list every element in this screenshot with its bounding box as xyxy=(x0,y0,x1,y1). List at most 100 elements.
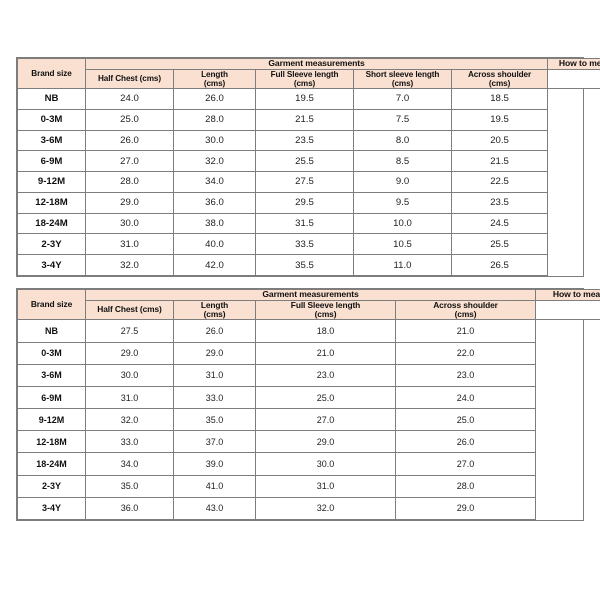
cell-short-sleeve: 10.5 xyxy=(353,233,452,256)
col-header-half-chest: Half Chest (cms) xyxy=(85,299,174,321)
cell-length: 43.0 xyxy=(173,496,256,521)
jacket-svg: Across shoulder Sleeve length xyxy=(536,301,600,320)
table-row: 3-6M 26.0 30.0 23.5 8.0 20.5 xyxy=(17,129,600,152)
cell-across-shoulder: 26.5 xyxy=(450,254,549,276)
col-header-length: Length (cms) xyxy=(173,68,256,90)
col-header-brand-size: Brand size xyxy=(17,58,86,89)
cell-across-shoulder: 27.0 xyxy=(394,452,537,476)
tshirt-diagram: Across shoulder sleeve length xyxy=(548,70,600,88)
table-row: 3-4Y 32.0 42.0 35.5 11.0 26.5 xyxy=(17,254,600,276)
cell-half-chest: 31.0 xyxy=(85,385,174,410)
cell-half-chest: 24.0 xyxy=(85,88,174,110)
cell-length: 42.0 xyxy=(173,254,256,276)
col-header-full-sleeve-label: Full Sleeve length xyxy=(270,69,339,79)
cell-length: 37.0 xyxy=(173,430,256,454)
cell-length: 40.0 xyxy=(173,233,256,256)
cell-brand-size: 6-9M xyxy=(17,385,86,410)
size-chart-jacket: Brand size Garment measurements How to m… xyxy=(16,288,600,521)
figure-panel-tshirt: Across shoulder sleeve length xyxy=(547,68,600,90)
cell-length: 32.0 xyxy=(173,150,256,173)
cell-half-chest: 29.0 xyxy=(85,341,174,365)
table-row: 6-9M 31.0 33.0 25.0 24.0 xyxy=(17,385,600,410)
col-header-how-to-measure: How to measure the garment xyxy=(535,289,600,301)
col-header-full-sleeve-length: Full Sleeve length (cms) xyxy=(255,299,396,321)
col-header-garment-measurements: Garment measurements xyxy=(84,289,537,301)
jacket-diagram: Across shoulder Sleeve length xyxy=(536,301,600,320)
cell-brand-size: 6-9M xyxy=(17,150,86,173)
cell-short-sleeve: 11.0 xyxy=(353,254,452,276)
cell-full-sleeve: 27.5 xyxy=(255,171,354,193)
cell-across-shoulder: 23.0 xyxy=(394,363,537,387)
table-row: 9-12M 32.0 35.0 27.0 25.0 xyxy=(17,408,600,432)
cell-length: 26.0 xyxy=(173,88,256,110)
tshirt-svg: Across shoulder sleeve length xyxy=(548,70,600,88)
cell-full-sleeve: 27.0 xyxy=(255,408,396,432)
col-header-full-sleeve-label: Full Sleeve length xyxy=(290,300,361,310)
col-header-length: Length (cms) xyxy=(173,299,256,321)
cell-half-chest: 30.0 xyxy=(85,363,174,387)
col-header-length-unit: (cms) xyxy=(203,309,226,320)
table-row: 18-24M 30.0 38.0 31.5 10.0 24.5 xyxy=(17,212,600,235)
cell-length: 38.0 xyxy=(173,212,256,235)
cell-short-sleeve: 8.5 xyxy=(353,150,452,173)
cell-across-shoulder: 25.5 xyxy=(450,233,549,256)
col-header-brand-size: Brand size xyxy=(17,288,86,321)
cell-length: 35.0 xyxy=(173,408,256,432)
cell-brand-size: 18-24M xyxy=(17,452,86,476)
col-header-how-to-measure: How to measure the garment xyxy=(547,58,600,70)
size-table-tshirt-body: NB 24.0 26.0 19.5 7.0 18.5 0-3M 25.0 28.… xyxy=(17,88,600,276)
cell-length: 36.0 xyxy=(173,191,256,214)
cell-short-sleeve: 7.5 xyxy=(353,108,452,131)
size-table-tshirt: Brand size Garment measurements How to m… xyxy=(17,58,600,276)
cell-half-chest: 32.0 xyxy=(85,254,174,276)
cell-length: 30.0 xyxy=(173,129,256,152)
cell-full-sleeve: 31.0 xyxy=(255,474,396,498)
figure-panel-jacket: Across shoulder Sleeve length xyxy=(535,299,600,321)
cell-across-shoulder: 20.5 xyxy=(450,129,549,152)
table-row: NB 27.5 26.0 18.0 21.0 xyxy=(17,319,600,343)
cell-length: 28.0 xyxy=(173,108,256,131)
cell-full-sleeve: 33.5 xyxy=(255,233,354,256)
cell-across-shoulder: 18.5 xyxy=(450,88,549,110)
col-header-full-sleeve-length: Full Sleeve length (cms) xyxy=(255,68,354,90)
table-row: 0-3M 25.0 28.0 21.5 7.5 19.5 xyxy=(17,108,600,131)
cell-full-sleeve: 29.0 xyxy=(255,430,396,454)
table-header-sub-row: Half Chest (cms) Length (cms) Full Sleev… xyxy=(18,68,600,90)
cell-brand-size: 9-12M xyxy=(17,408,86,432)
cell-brand-size: 18-24M xyxy=(17,212,86,235)
cell-half-chest: 36.0 xyxy=(85,496,174,521)
cell-full-sleeve: 21.0 xyxy=(255,341,396,365)
size-table-jacket: Brand size Garment measurements How to m… xyxy=(17,288,600,521)
cell-full-sleeve: 31.5 xyxy=(255,212,354,235)
cell-full-sleeve: 21.5 xyxy=(255,108,354,131)
cell-short-sleeve: 8.0 xyxy=(353,129,452,152)
cell-half-chest: 34.0 xyxy=(85,452,174,476)
cell-half-chest: 30.0 xyxy=(85,212,174,235)
col-header-across-shoulder-label: Across shoulder xyxy=(467,69,532,79)
size-chart-tshirt: Brand size Garment measurements How to m… xyxy=(16,57,600,277)
cell-brand-size: 3-6M xyxy=(17,129,86,152)
cell-full-sleeve: 25.0 xyxy=(255,385,396,410)
cell-half-chest: 25.0 xyxy=(85,108,174,131)
cell-full-sleeve: 32.0 xyxy=(255,496,396,521)
cell-length: 31.0 xyxy=(173,363,256,387)
col-header-across-shoulder: Across shoulder (cms) xyxy=(394,299,537,321)
table-header-sub-row: Half Chest (cms) Length (cms) Full Sleev… xyxy=(18,299,600,321)
cell-length: 26.0 xyxy=(173,319,256,343)
col-header-half-chest: Half Chest (cms) xyxy=(85,68,174,90)
cell-brand-size: 12-18M xyxy=(17,430,86,454)
cell-half-chest: 29.0 xyxy=(85,191,174,214)
col-header-garment-measurements: Garment measurements xyxy=(84,58,549,70)
cell-length: 39.0 xyxy=(173,452,256,476)
cell-length: 34.0 xyxy=(173,171,256,193)
cell-short-sleeve: 9.0 xyxy=(353,171,452,193)
cell-brand-size: 9-12M xyxy=(17,171,86,193)
table-row: 9-12M 28.0 34.0 27.5 9.0 22.5 xyxy=(17,171,600,193)
col-header-length-label: Length xyxy=(201,69,228,79)
table-row: 0-3M 29.0 29.0 21.0 22.0 xyxy=(17,341,600,365)
cell-brand-size: 3-4Y xyxy=(17,496,86,521)
cell-length: 41.0 xyxy=(173,474,256,498)
table-row: 6-9M 27.0 32.0 25.5 8.5 21.5 xyxy=(17,150,600,173)
cell-short-sleeve: 7.0 xyxy=(353,88,452,110)
